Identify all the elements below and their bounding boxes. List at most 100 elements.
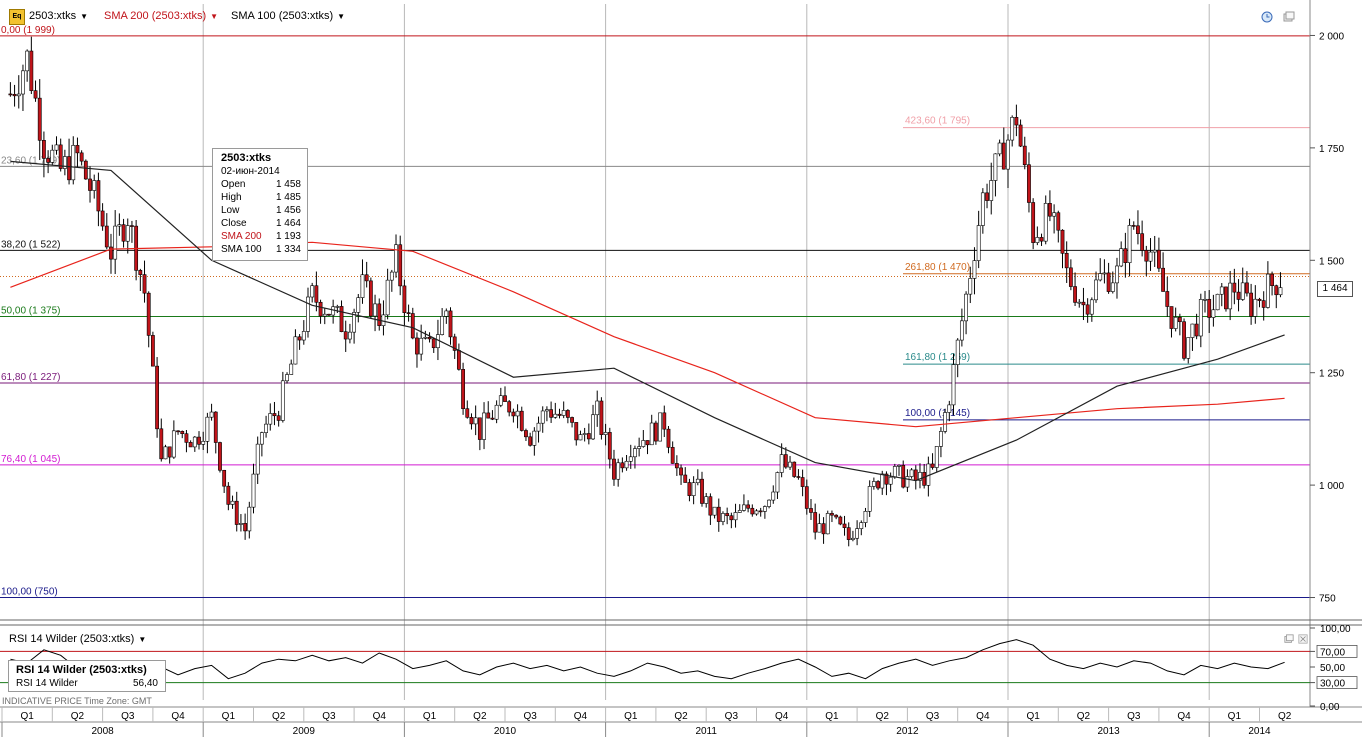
candle-down bbox=[1068, 267, 1073, 287]
candle-down bbox=[557, 413, 562, 416]
candle-down bbox=[1232, 282, 1237, 293]
candle-up bbox=[62, 156, 67, 169]
sma200-selector[interactable]: SMA 200 (2503:xtks) ▼ bbox=[104, 6, 218, 26]
fib-level-label: 50,00 (1 375) bbox=[1, 305, 61, 316]
candle-down bbox=[180, 431, 185, 434]
quarter-label: Q2 bbox=[1278, 711, 1292, 722]
candle-up bbox=[591, 414, 595, 440]
rsi-selector[interactable]: RSI 14 Wilder (2503:xtks) ▼ bbox=[9, 629, 146, 649]
candle-down bbox=[1236, 291, 1241, 300]
candle-up bbox=[125, 225, 130, 242]
candle-up bbox=[603, 432, 608, 435]
candle-down bbox=[456, 350, 461, 370]
y-tick-label: 2 000 bbox=[1319, 31, 1344, 42]
candle-up bbox=[616, 462, 621, 480]
candle-up bbox=[209, 411, 214, 418]
window-restore-icon[interactable] bbox=[1284, 634, 1294, 644]
symbol-selector[interactable]: 2503:xtks ▼ bbox=[29, 6, 88, 26]
clock-icon[interactable] bbox=[1261, 11, 1273, 23]
quarter-label: Q2 bbox=[473, 711, 487, 722]
close-icon[interactable] bbox=[1298, 634, 1308, 644]
candle-up bbox=[980, 192, 985, 226]
candle-up bbox=[532, 430, 537, 446]
equity-icon[interactable]: Eq bbox=[9, 9, 25, 25]
quarter-label: Q3 bbox=[926, 711, 940, 722]
candle-up bbox=[389, 271, 394, 281]
candle-up bbox=[1094, 279, 1098, 301]
candle-down bbox=[876, 481, 880, 489]
candle-up bbox=[230, 500, 235, 505]
candle-up bbox=[582, 433, 587, 435]
candle-up bbox=[1173, 316, 1178, 329]
candle-down bbox=[1224, 286, 1228, 310]
candle-up bbox=[851, 537, 855, 540]
year-label: 2011 bbox=[695, 726, 717, 737]
candle-up bbox=[1089, 299, 1094, 315]
candle-down bbox=[842, 523, 847, 528]
quarter-label: Q1 bbox=[1026, 711, 1040, 722]
quarter-label: Q2 bbox=[876, 711, 890, 722]
candle-down bbox=[679, 467, 683, 476]
candle-down bbox=[197, 436, 201, 445]
candle-up bbox=[92, 180, 97, 191]
candle-up bbox=[1265, 273, 1270, 308]
candle-down bbox=[29, 50, 34, 91]
candle-down bbox=[750, 507, 755, 515]
tooltip-row-high: High 1 485 bbox=[221, 191, 301, 204]
candle-down bbox=[507, 401, 512, 413]
candle-down bbox=[406, 312, 411, 314]
chevron-down-icon[interactable]: ▼ bbox=[337, 11, 346, 21]
candle-up bbox=[21, 70, 25, 95]
candle-down bbox=[130, 225, 134, 227]
candle-up bbox=[628, 456, 633, 462]
candle-down bbox=[37, 97, 42, 141]
candle-up bbox=[737, 510, 742, 513]
candle-up bbox=[423, 336, 428, 339]
sma100-selector[interactable]: SMA 100 (2503:xtks) ▼ bbox=[231, 6, 345, 26]
candle-up bbox=[306, 296, 310, 332]
chevron-down-icon[interactable]: ▼ bbox=[210, 11, 219, 21]
candle-up bbox=[762, 506, 767, 512]
candle-up bbox=[540, 410, 545, 424]
candle-down bbox=[272, 413, 277, 417]
candle-down bbox=[662, 412, 667, 430]
candle-down bbox=[368, 280, 373, 317]
quarter-label: Q4 bbox=[976, 711, 990, 722]
candle-up bbox=[976, 225, 981, 261]
candle-up bbox=[1152, 249, 1157, 253]
candle-down bbox=[674, 463, 679, 469]
candle-up bbox=[247, 506, 252, 532]
tooltip-row-low: Low 1 456 bbox=[221, 204, 301, 217]
candle-down bbox=[1270, 273, 1274, 286]
candle-up bbox=[440, 316, 445, 335]
candle-down bbox=[528, 436, 533, 446]
candle-down bbox=[645, 440, 650, 446]
candle-down bbox=[339, 306, 344, 333]
candle-down bbox=[1161, 267, 1165, 292]
candle-down bbox=[1027, 164, 1031, 203]
candle-down bbox=[653, 422, 658, 442]
candle-up bbox=[1052, 212, 1057, 217]
candle-up bbox=[637, 446, 642, 449]
year-label: 2013 bbox=[1097, 726, 1120, 737]
candle-down bbox=[1022, 145, 1027, 166]
tooltip-symbol: 2503:xtks bbox=[221, 152, 272, 164]
candle-up bbox=[348, 331, 352, 340]
candle-down bbox=[901, 464, 906, 488]
candle-down bbox=[33, 90, 38, 99]
candle-up bbox=[268, 413, 273, 425]
candle-down bbox=[804, 486, 809, 509]
window-restore-icon[interactable] bbox=[1283, 11, 1295, 23]
candle-down bbox=[83, 160, 88, 180]
candle-down bbox=[1014, 117, 1019, 126]
candle-up bbox=[624, 460, 629, 469]
candle-up bbox=[259, 432, 264, 445]
quarter-label: Q3 bbox=[121, 711, 135, 722]
candle-down bbox=[1106, 272, 1111, 292]
candle-down bbox=[620, 462, 625, 469]
candle-up bbox=[360, 274, 365, 298]
chevron-down-icon[interactable]: ▼ bbox=[138, 634, 147, 644]
candle-up bbox=[779, 454, 784, 473]
chevron-down-icon[interactable]: ▼ bbox=[80, 11, 89, 21]
